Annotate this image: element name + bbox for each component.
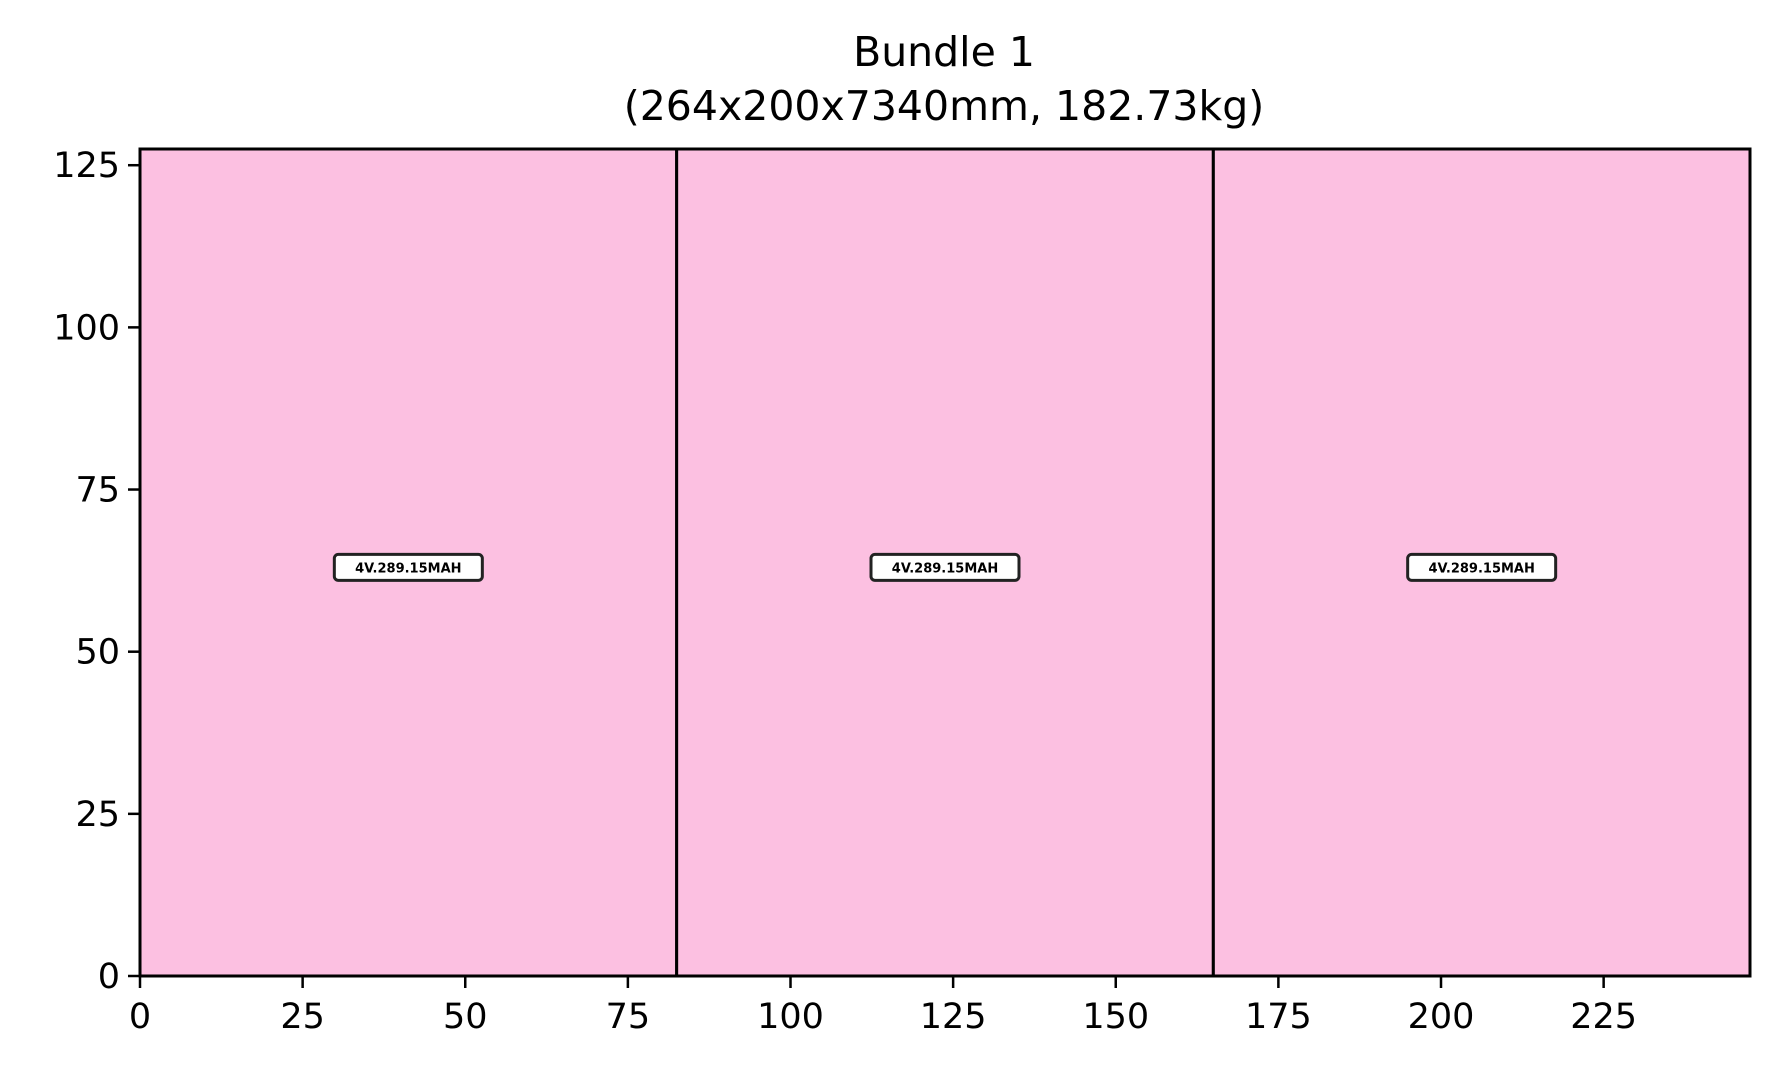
y-tick-label: 25 <box>75 795 120 835</box>
x-tick-label: 225 <box>1570 997 1637 1037</box>
boxes-layer: 4V.289.15MAH 4V.289.15MAH 4V.289.15MAH <box>138 147 1752 978</box>
x-tick-label: 150 <box>1082 997 1149 1037</box>
bundle-item: 4V.289.15MAH <box>1211 147 1752 978</box>
axes-frame <box>138 147 1752 978</box>
x-axis: 0 25 50 75 100 125 150 175 200 225 <box>129 976 1637 1037</box>
x-tick-label: 25 <box>280 997 325 1037</box>
chart-title-line-1: Bundle 1 <box>853 28 1035 76</box>
bundle-item-label-box <box>1406 552 1558 582</box>
y-axis: 0 25 50 75 100 125 <box>53 146 140 997</box>
bundle-item-label-box <box>332 552 484 582</box>
bundle-item-label: 4V.289.15MAH <box>1428 561 1534 576</box>
y-tick-label: 75 <box>75 471 120 511</box>
chart-title-line-2: (264x200x7340mm, 182.73kg) <box>624 82 1265 130</box>
x-tick-label: 175 <box>1245 997 1312 1037</box>
y-tick-label: 125 <box>53 146 120 186</box>
x-tick-label: 75 <box>606 997 651 1037</box>
y-tick-label: 100 <box>53 308 120 348</box>
x-tick-label: 50 <box>443 997 488 1037</box>
bundle-item-label: 4V.289.15MAH <box>355 561 461 576</box>
x-tick-label: 0 <box>129 997 151 1037</box>
x-tick-label: 100 <box>757 997 824 1037</box>
bundle-item-label-box <box>869 552 1021 582</box>
y-tick-label: 50 <box>75 633 120 673</box>
bundle-item: 4V.289.15MAH <box>675 147 1215 978</box>
bundle-item: 4V.289.15MAH <box>138 147 679 978</box>
y-tick-label: 0 <box>98 957 120 997</box>
bundle-item-label: 4V.289.15MAH <box>892 561 998 576</box>
x-tick-label: 125 <box>920 997 987 1037</box>
x-tick-label: 200 <box>1408 997 1475 1037</box>
